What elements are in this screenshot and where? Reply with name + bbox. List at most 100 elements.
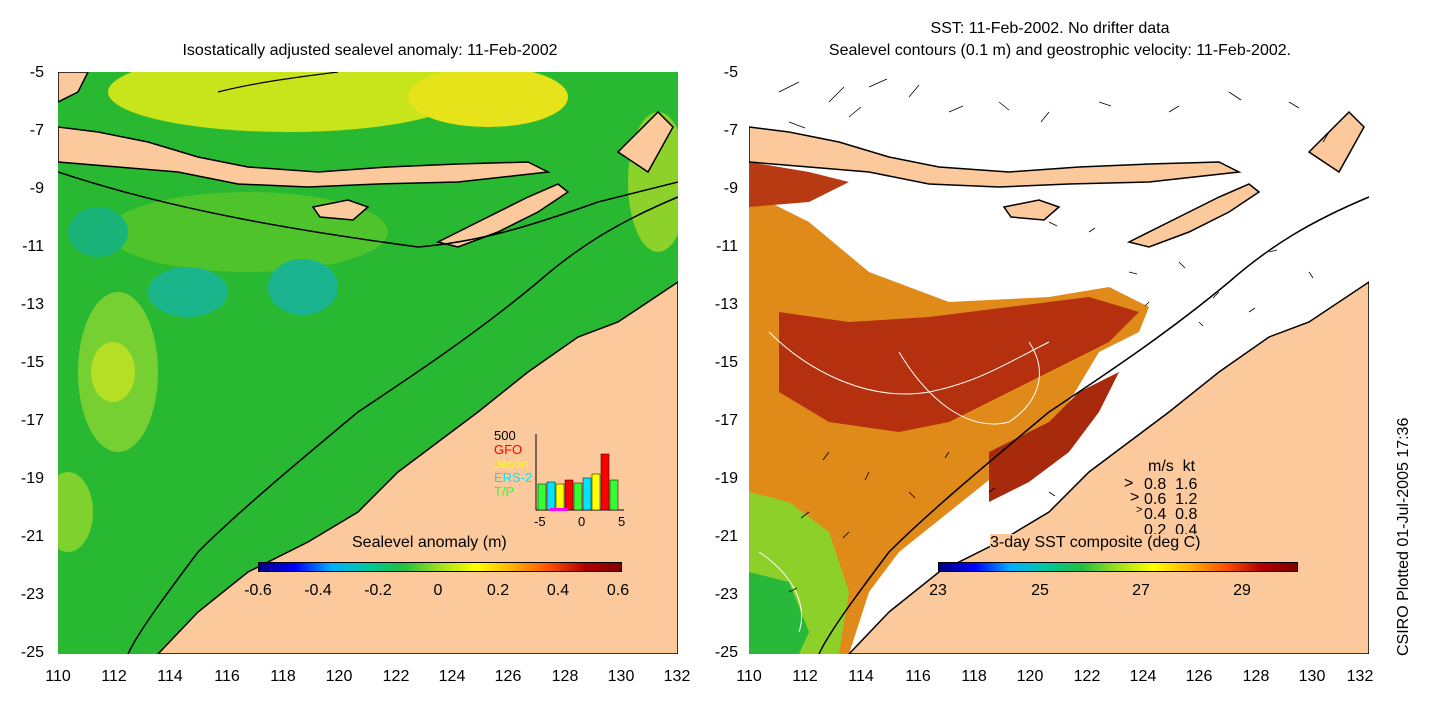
y-tick-label: -23 — [20, 586, 44, 603]
right-map-title-line1: SST: 11-Feb-2002. No drifter data — [930, 20, 1170, 37]
colorbar-tick: -0.4 — [304, 582, 332, 599]
velocity-key-header: m/s kt — [1148, 458, 1196, 475]
colorbar-tick: 0.6 — [606, 582, 630, 599]
x-tick-label: 120 — [1016, 668, 1044, 685]
sst-hot-shelf — [989, 372, 1119, 502]
sst-map-svg — [749, 78, 1369, 654]
x-tick-label: 128 — [551, 668, 579, 685]
y-tick-label: -19 — [20, 470, 44, 487]
y-tick-label: -15 — [714, 354, 738, 371]
legend-tp: T/P — [494, 484, 515, 499]
x-tick-label: 126 — [1185, 668, 1213, 685]
anomaly-high — [108, 72, 468, 132]
sst-hot-core — [779, 297, 1139, 432]
x-tick-label: 128 — [1242, 668, 1270, 685]
sst-colorbar — [938, 562, 1298, 572]
velocity-key-row: 0.8 1.6 — [1144, 476, 1198, 493]
x-tick-label: 132 — [663, 668, 691, 685]
island-timor — [435, 183, 570, 248]
colorbar-tick: 29 — [1233, 582, 1251, 599]
x-tick-label: 112 — [792, 668, 818, 685]
x-tick-label: 110 — [736, 668, 762, 685]
x-tick-label: 124 — [1129, 668, 1157, 685]
x-tick-label: 130 — [607, 668, 635, 685]
y-tick-label: -9 — [29, 180, 44, 197]
x-tick-label: 122 — [1073, 668, 1101, 685]
y-tick-label: -21 — [714, 528, 738, 545]
anomaly-mid — [58, 472, 93, 552]
y-tick-label: -11 — [22, 238, 44, 255]
y-tick-label: -5 — [29, 64, 44, 81]
x-tick-label: 120 — [325, 668, 353, 685]
y-tick-label: -15 — [20, 354, 44, 371]
inset-ymax-label: 500 — [494, 428, 516, 443]
coastline-java-north — [217, 72, 339, 93]
x-tick-label: 126 — [494, 668, 522, 685]
anomaly-low — [68, 207, 128, 257]
inset-x-tick: -5 — [534, 514, 546, 529]
anomaly-high — [91, 342, 135, 402]
y-tick-label: -5 — [723, 64, 738, 81]
sst-cool-south — [749, 572, 809, 654]
anomaly-low — [268, 259, 338, 315]
sealevel-contour — [758, 551, 803, 633]
satellite-data-inset: 500 GFO Jason ERS-2 T/P -5 0 5 — [480, 428, 630, 529]
left-map-title: Isostatically adjusted sealevel anomaly:… — [182, 42, 558, 59]
y-tick-label: -19 — [714, 470, 738, 487]
geostrophic-velocity-arrows — [778, 78, 1330, 593]
colorbar-tick: -0.6 — [244, 582, 272, 599]
australia-landmass — [156, 281, 678, 654]
island-sumba — [1002, 199, 1061, 221]
velocity-key-row: 0.6 1.2 — [1144, 491, 1198, 508]
y-tick-label: -7 — [723, 122, 738, 139]
y-tick-label: -13 — [714, 296, 738, 313]
velocity-key-arrow: > — [1130, 489, 1140, 506]
sealevel-colorbar-label: Sealevel anomaly (m) — [352, 534, 507, 551]
inset-bars — [537, 453, 619, 511]
y-tick-label: -11 — [716, 238, 738, 255]
island-sumbawa-flores — [749, 126, 1242, 188]
island-east — [616, 110, 674, 174]
sst-north-red — [749, 162, 849, 207]
sealevel-colorbar — [258, 562, 622, 572]
shelf-contour — [818, 196, 1369, 654]
y-tick-label: -17 — [714, 412, 738, 429]
velocity-key-row: 0.4 0.8 — [1144, 506, 1198, 523]
colorbar-tick: -0.2 — [364, 582, 392, 599]
x-tick-label: 132 — [1346, 668, 1374, 685]
x-tick-label: 118 — [961, 668, 987, 685]
x-tick-label: 122 — [382, 668, 410, 685]
y-tick-label: -13 — [20, 296, 44, 313]
colorbar-tick: 0 — [433, 582, 443, 599]
x-tick-label: 116 — [905, 668, 931, 685]
inset-bar-chart — [535, 434, 624, 511]
sst-colorbar-label: 3-day SST composite (deg C) — [990, 534, 1201, 552]
island-sumba — [311, 199, 370, 221]
x-tick-label: 110 — [45, 668, 71, 685]
colorbar-tick: 0.2 — [486, 582, 510, 599]
x-tick-label: 114 — [157, 668, 183, 685]
x-tick-label: 130 — [1298, 668, 1326, 685]
y-tick-label: -7 — [29, 122, 44, 139]
y-tick-label: -23 — [714, 586, 738, 603]
y-tick-label: -9 — [723, 180, 738, 197]
colorbar-tick: 25 — [1031, 582, 1049, 599]
sealevel-map-svg — [58, 72, 678, 654]
legend-gfo: GFO — [494, 442, 523, 457]
velocity-key-arrow: > — [1124, 475, 1134, 492]
island-sumbawa-flores — [58, 126, 551, 188]
sealevel-contour — [898, 341, 1040, 425]
island-java — [58, 72, 89, 103]
legend-ers2: ERS-2 — [494, 470, 533, 485]
colorbar-tick: 23 — [929, 582, 947, 599]
y-tick-label: -25 — [20, 644, 44, 661]
anomaly-high — [408, 72, 568, 127]
colorbar-tick: 0.4 — [546, 582, 570, 599]
island-east — [1307, 110, 1365, 174]
x-tick-label: 124 — [438, 668, 466, 685]
legend-jason: Jason — [494, 456, 529, 471]
sealevel-anomaly-map — [58, 72, 678, 654]
x-tick-label: 118 — [270, 668, 296, 685]
anomaly-low — [148, 267, 228, 317]
right-map-title-line2: Sealevel contours (0.1 m) and geostrophi… — [828, 42, 1292, 59]
